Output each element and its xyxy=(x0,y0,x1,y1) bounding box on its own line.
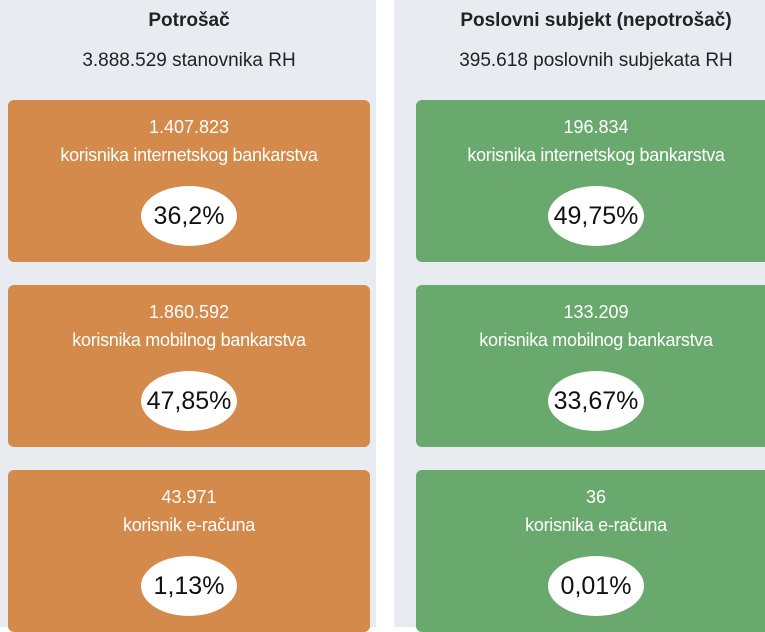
column: Poslovni subjekt (nepotrošač) 395.618 pos… xyxy=(394,0,765,632)
user-label: korisnika mobilnog bankarstva xyxy=(479,330,713,350)
user-count: 1.407.823 xyxy=(148,117,230,137)
user-label: korisnika internetskog bankarstva xyxy=(60,145,318,165)
percent-badge: 49,75% xyxy=(548,186,644,246)
stat-card: 43.971 korisnik e-računa 1,13% xyxy=(8,470,370,632)
user-count: 43.971 xyxy=(161,487,217,507)
percent-badge: 33,67% xyxy=(548,371,644,431)
percent-badge: 0,01% xyxy=(548,556,644,616)
stat-card: 1.860.592 korisnika mobilnog bankarstva 47… xyxy=(8,285,370,447)
user-label: korisnik e-računa xyxy=(123,515,255,535)
user-count: 1.860.592 xyxy=(148,302,230,322)
user-label: korisnika e-računa xyxy=(525,515,667,535)
stat-card: 1.407.823 korisnika internetskog bankarst… xyxy=(8,100,370,262)
percent-badge: 47,85% xyxy=(141,371,237,431)
column-subtitle: 395.618 poslovnih subjekata RH xyxy=(459,50,733,71)
percent-badge: 36,2% xyxy=(141,186,237,246)
user-count: 196.834 xyxy=(563,117,629,137)
percent-badge: 1,13% xyxy=(141,556,237,616)
user-label: korisnika mobilnog bankarstva xyxy=(72,330,306,350)
column-title: Potrošač xyxy=(148,10,230,31)
column-subtitle: 3.888.529 stanovnika RH xyxy=(82,50,296,71)
user-count: 36 xyxy=(585,487,607,507)
stat-card: 36 korisnika e-računa 0,01% xyxy=(416,470,765,632)
column-title: Poslovni subjekt (nepotrošač) xyxy=(460,10,732,31)
user-label: korisnika internetskog bankarstva xyxy=(467,145,725,165)
stat-card: 196.834 korisnika internetskog bankarstva… xyxy=(416,100,765,262)
column: Potrošač 3.888.529 stanovnika RH 1.407.823… xyxy=(0,0,376,632)
user-count: 133.209 xyxy=(563,302,629,322)
stat-card: 133.209 korisnika mobilnog bankarstva 33,6… xyxy=(416,285,765,447)
